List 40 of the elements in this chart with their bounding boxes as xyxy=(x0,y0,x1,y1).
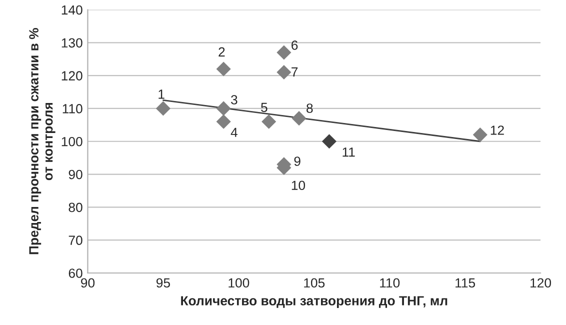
x-tick-label: 100 xyxy=(228,278,250,288)
point xyxy=(216,62,231,76)
point xyxy=(262,114,276,129)
x-tick-label: 120 xyxy=(530,278,552,288)
annotation: 5 xyxy=(261,102,268,112)
annotation: 1 xyxy=(158,90,164,99)
y-tick-label: 120 xyxy=(62,71,82,80)
point xyxy=(216,114,231,129)
point xyxy=(472,128,488,142)
y-axis-title: Предел прочности при сжатии в % от контроля xyxy=(29,28,56,254)
annotation: 10 xyxy=(292,180,306,190)
point xyxy=(156,101,170,116)
x-tick-label: 105 xyxy=(304,278,325,288)
annotation: 12 xyxy=(490,126,504,135)
y-tick-label: 80 xyxy=(68,202,82,212)
y-tick-label: 70 xyxy=(68,236,82,246)
point xyxy=(322,134,337,149)
point xyxy=(216,101,231,116)
annotation: 7 xyxy=(292,67,298,76)
y-tick-label: 100 xyxy=(62,136,82,146)
x-tick-label: 110 xyxy=(380,278,400,288)
annotation: 4 xyxy=(230,128,238,137)
point xyxy=(292,111,306,126)
annotation: 6 xyxy=(292,40,298,50)
y-tick-label: 60 xyxy=(68,268,82,278)
y-tick-label: 110 xyxy=(62,104,82,114)
x-axis-title: Количество воды затворения до ТНГ, мл xyxy=(181,296,448,308)
x-tick-label: 90 xyxy=(81,278,95,288)
point xyxy=(276,64,292,80)
annotation: 11 xyxy=(342,148,355,157)
point xyxy=(276,45,292,60)
y-tick-label: 90 xyxy=(68,170,82,180)
x-tick-label: 115 xyxy=(456,278,476,288)
y-tick-label: 130 xyxy=(62,38,82,48)
x-tick-label: 95 xyxy=(156,278,170,288)
annotation: 3 xyxy=(231,95,238,104)
annotation: 8 xyxy=(306,104,313,113)
annotation: 2 xyxy=(218,47,225,56)
annotation: 9 xyxy=(294,156,300,166)
y-tick-label: 140 xyxy=(62,5,82,15)
